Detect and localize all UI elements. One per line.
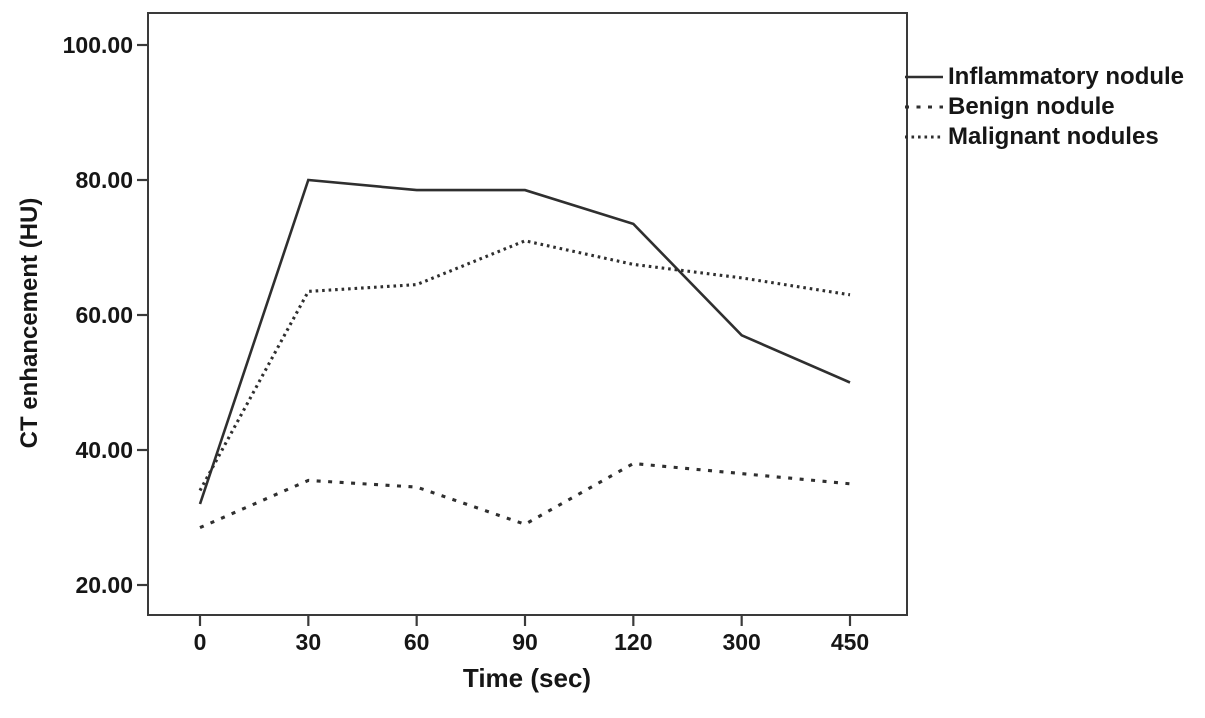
legend-label-benign: Benign nodule (948, 93, 1115, 120)
plot-frame (147, 12, 908, 616)
y-tick-label: 20.00 (75, 572, 133, 598)
y-tick-label: 100.00 (62, 32, 133, 58)
y-tick-label: 80.00 (75, 167, 133, 193)
x-tick-label: 120 (614, 629, 653, 655)
series-line-benign (199, 461, 851, 530)
y-tick-label: 40.00 (75, 437, 133, 463)
x-tick-label: 0 (193, 629, 207, 655)
x-tick-label: 30 (295, 629, 322, 655)
x-tick-label: 300 (722, 629, 761, 655)
legend-label-malignant: Malignant nodules (948, 123, 1159, 150)
x-tick-label: 60 (403, 629, 430, 655)
legend-label-inflammatory: Inflammatory nodule (948, 63, 1185, 90)
y-tick-label: 60.00 (75, 302, 133, 328)
series-line-inflammatory (198, 178, 851, 505)
x-tick-label: 90 (512, 629, 538, 655)
x-tick-label: 450 (830, 629, 870, 655)
x-axis-title: Time (sec) (462, 663, 592, 693)
series-line-malignant (198, 239, 851, 492)
